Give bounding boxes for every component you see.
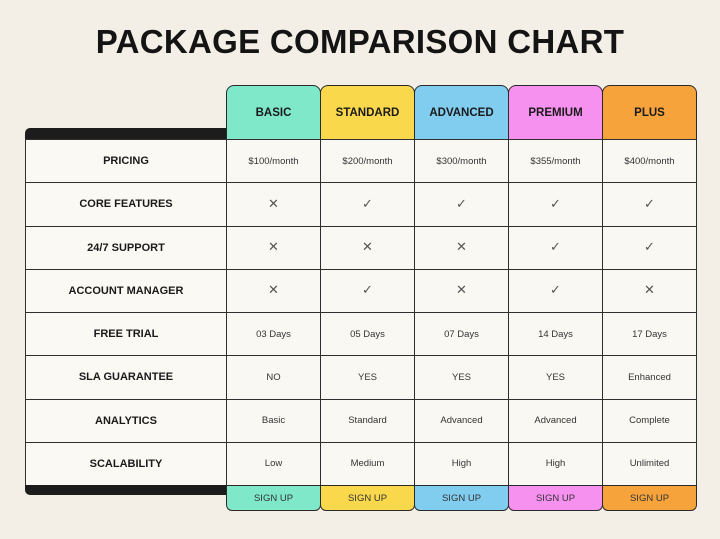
plan-header: PREMIUM xyxy=(508,85,603,140)
row-label: CORE FEATURES xyxy=(25,182,227,227)
cell-value: $100/month xyxy=(226,139,321,184)
feature-icon: ✕ xyxy=(320,225,415,270)
feature-icon: ✓ xyxy=(508,182,603,227)
plan-header: ADVANCED xyxy=(414,85,509,140)
feature-icon: ✕ xyxy=(414,225,509,270)
feature-icon: ✓ xyxy=(414,182,509,227)
cell-value: Complete xyxy=(602,398,697,443)
cell-value: Advanced xyxy=(508,398,603,443)
cell-value: Enhanced xyxy=(602,355,697,400)
feature-icon: ✓ xyxy=(508,225,603,270)
row-label: ANALYTICS xyxy=(25,398,227,443)
feature-icon: ✕ xyxy=(226,182,321,227)
cell-value: 07 Days xyxy=(414,312,509,357)
label-column-bottom-bar xyxy=(25,485,227,495)
label-column-top-bar xyxy=(25,128,226,140)
row-label: PRICING xyxy=(25,139,227,184)
cell-value: Basic xyxy=(226,398,321,443)
cell-value: $300/month xyxy=(414,139,509,184)
cell-value: Medium xyxy=(320,441,415,486)
cell-value: Advanced xyxy=(414,398,509,443)
sign-up-button[interactable]: SIGN UP xyxy=(414,485,509,511)
cell-value: 05 Days xyxy=(320,312,415,357)
cell-value: YES xyxy=(320,355,415,400)
feature-icon: ✓ xyxy=(602,182,697,227)
cell-value: High xyxy=(414,441,509,486)
row-label: FREE TRIAL xyxy=(25,312,227,357)
feature-icon: ✓ xyxy=(508,268,603,313)
feature-icon: ✕ xyxy=(226,225,321,270)
cell-value: YES xyxy=(414,355,509,400)
cell-value: Unlimited xyxy=(602,441,697,486)
row-label: SLA GUARANTEE xyxy=(25,355,227,400)
page-title: PACKAGE COMPARISON CHART xyxy=(95,23,625,60)
sign-up-button[interactable]: SIGN UP xyxy=(508,485,603,511)
cell-value: 03 Days xyxy=(226,312,321,357)
plan-header: BASIC xyxy=(226,85,321,140)
feature-icon: ✕ xyxy=(414,268,509,313)
row-label: SCALABILITY xyxy=(25,441,227,486)
sign-up-button[interactable]: SIGN UP xyxy=(320,485,415,511)
cell-value: 14 Days xyxy=(508,312,603,357)
cell-value: Low xyxy=(226,441,321,486)
plan-header: STANDARD xyxy=(320,85,415,140)
cell-value: Standard xyxy=(320,398,415,443)
cell-value: $200/month xyxy=(320,139,415,184)
cell-value: NO xyxy=(226,355,321,400)
cell-value: $355/month xyxy=(508,139,603,184)
cell-value: $400/month xyxy=(602,139,697,184)
feature-icon: ✓ xyxy=(320,182,415,227)
sign-up-button[interactable]: SIGN UP xyxy=(226,485,321,511)
feature-icon: ✕ xyxy=(226,268,321,313)
plan-header: PLUS xyxy=(602,85,697,140)
feature-icon: ✓ xyxy=(320,268,415,313)
cell-value: YES xyxy=(508,355,603,400)
row-label: ACCOUNT MANAGER xyxy=(25,268,227,313)
cell-value: High xyxy=(508,441,603,486)
row-label: 24/7 SUPPORT xyxy=(25,225,227,270)
cell-value: 17 Days xyxy=(602,312,697,357)
feature-icon: ✕ xyxy=(602,268,697,313)
sign-up-button[interactable]: SIGN UP xyxy=(602,485,697,511)
feature-icon: ✓ xyxy=(602,225,697,270)
